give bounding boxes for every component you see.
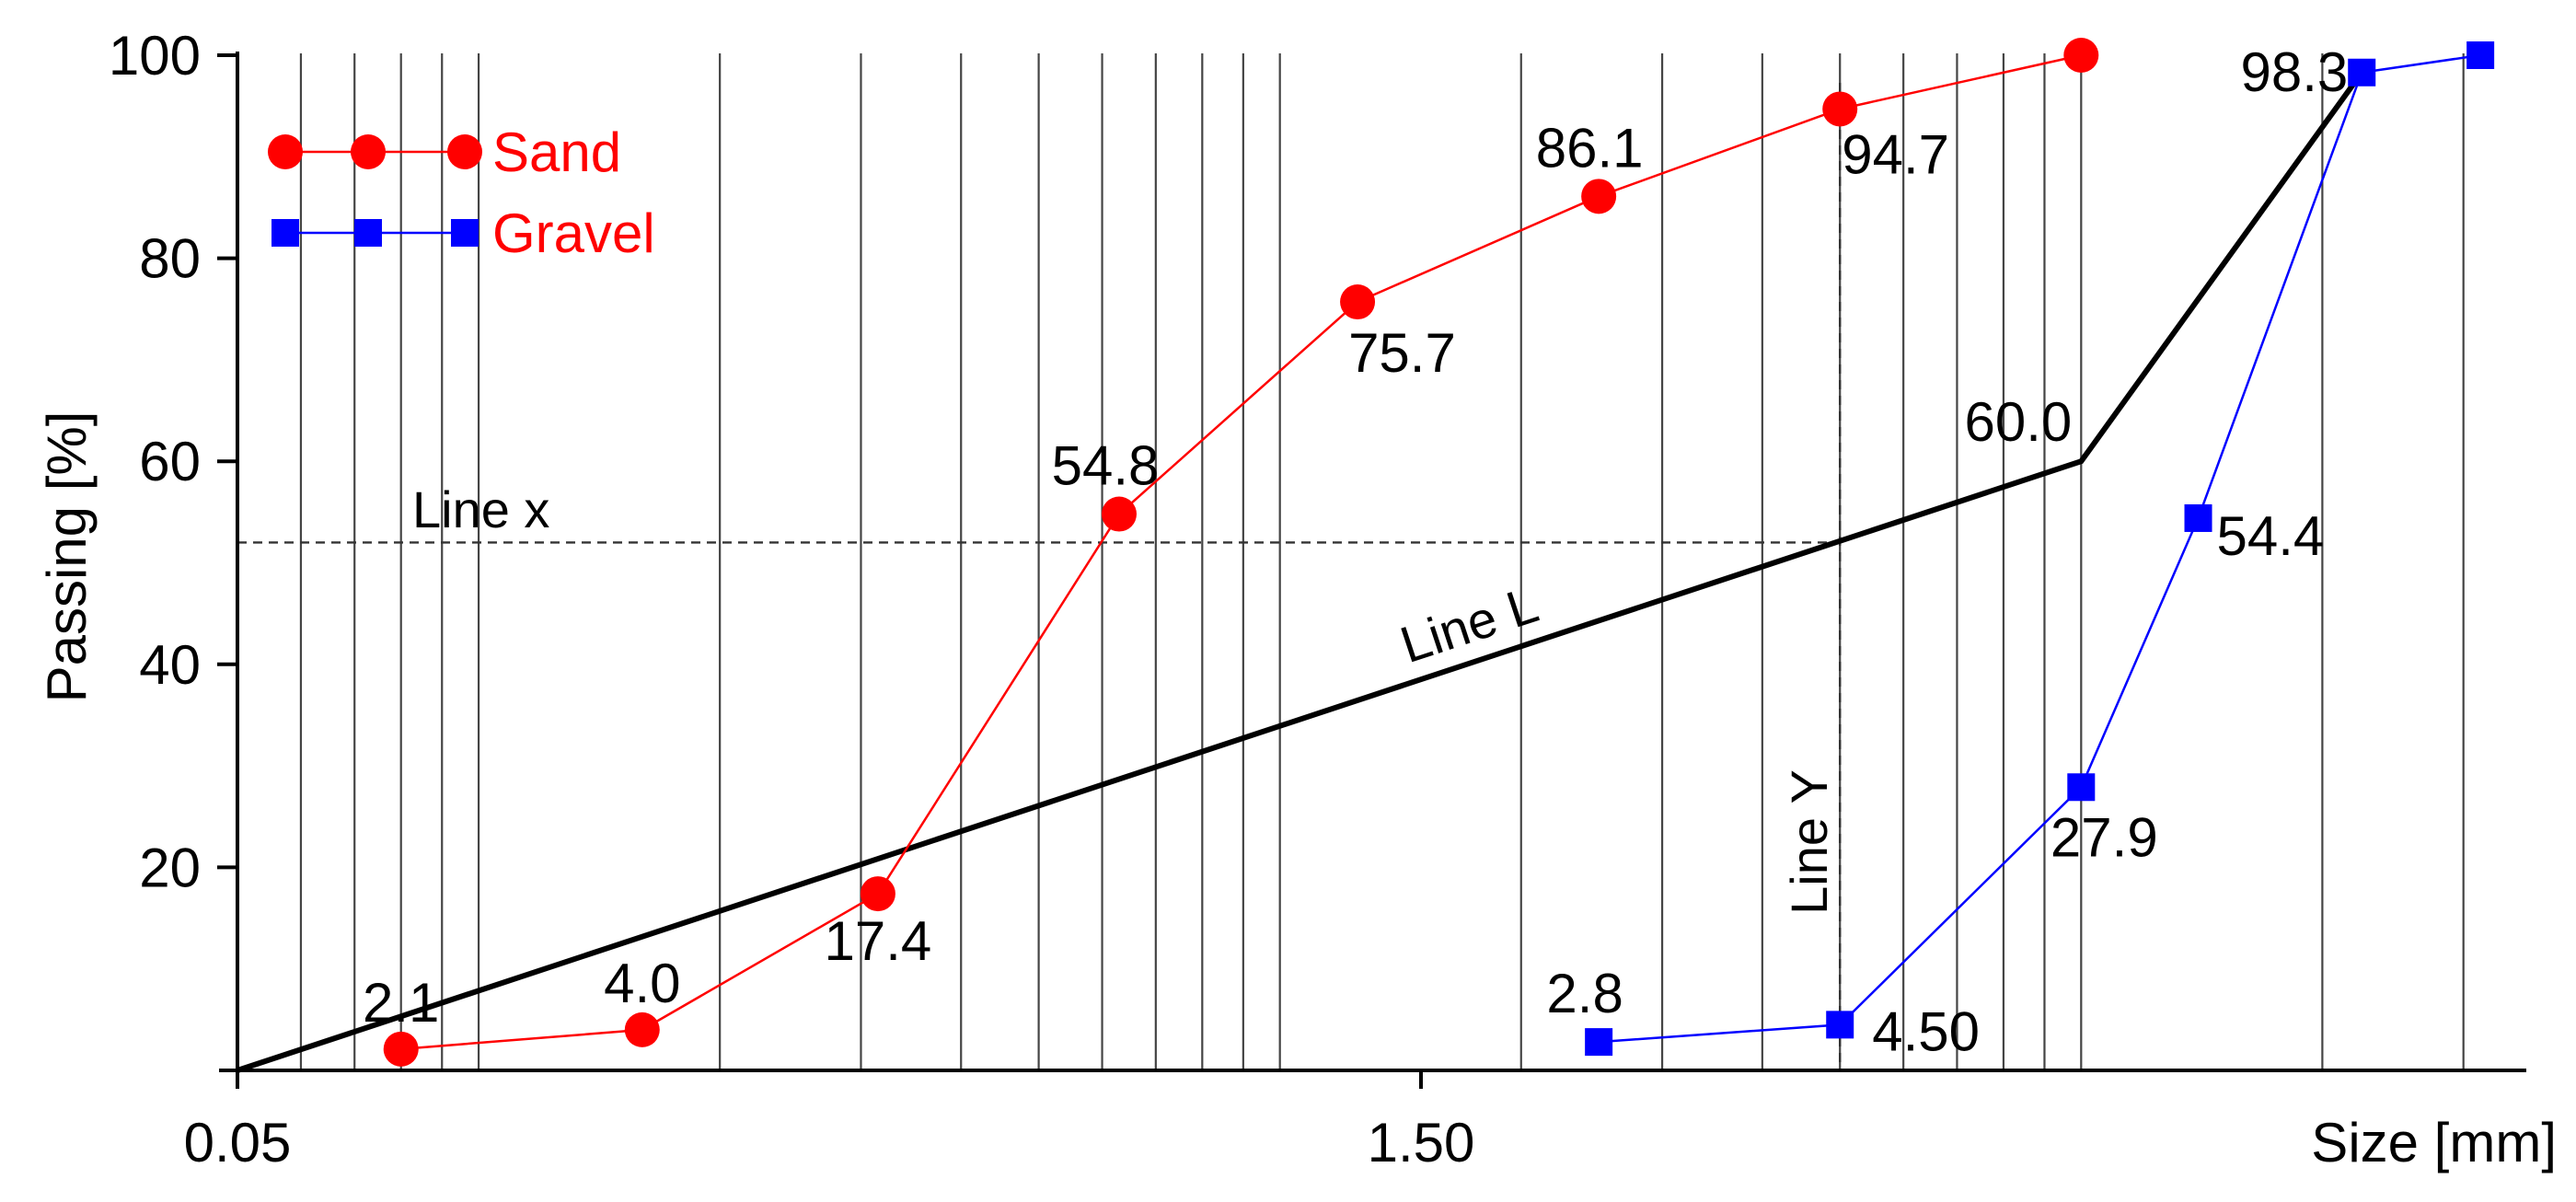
- reference-lines: Line x Line Y: [237, 83, 1842, 1070]
- legend-sand-label: Sand: [492, 121, 621, 183]
- sand-label-4: 75.7: [1348, 322, 1456, 384]
- line-l-name: Line L: [1393, 575, 1545, 675]
- legend-gravel-marker-1: [354, 219, 382, 247]
- gravel-label-4: 98.3: [2240, 41, 2348, 103]
- sand-label-6: 94.7: [1842, 123, 1949, 185]
- x-tick-label-0: 0.05: [184, 1112, 292, 1173]
- legend-gravel-marker-2: [451, 219, 479, 247]
- y-tick-label-80: 80: [139, 228, 201, 290]
- sand-label-3: 54.8: [1052, 435, 1160, 497]
- sand-label-2: 17.4: [825, 910, 932, 972]
- sand-point-6: [1822, 91, 1858, 127]
- sand-point-1: [624, 1011, 660, 1047]
- gravel-point-5: [2466, 41, 2495, 69]
- gravel-point-2: [2067, 773, 2096, 802]
- series-lines: [237, 53, 2481, 1073]
- x-axis-title: Size [mm]: [2311, 1112, 2557, 1173]
- y-tick-label-20: 20: [139, 837, 201, 898]
- series-markers: [383, 38, 2495, 1067]
- gravel-label-1: 4.50: [1872, 1000, 1980, 1062]
- line-y-label: Line Y: [1780, 769, 1838, 915]
- sand-label-0: 2.1: [363, 972, 439, 1034]
- vertical-grid: [299, 53, 2465, 1070]
- legend-gravel-marker-0: [271, 219, 299, 247]
- line-x-label: Line x: [412, 480, 549, 538]
- y-tick-label-60: 60: [139, 431, 201, 492]
- gravel-line: [1599, 53, 2481, 1044]
- line-l-label-1: 60.0: [1965, 391, 2073, 453]
- gravel-point-1: [1826, 1011, 1854, 1039]
- y-tick-label-40: 40: [139, 634, 201, 696]
- legend-sand-marker-2: [447, 134, 482, 169]
- sand-point-4: [1340, 284, 1376, 320]
- legend-sand-marker-1: [351, 134, 386, 169]
- legend-sand-marker-0: [268, 134, 303, 169]
- gravel-label-2: 27.9: [2050, 806, 2158, 868]
- sand-point-2: [860, 876, 895, 912]
- x-tick-label-1: 1.50: [1368, 1112, 1475, 1173]
- gravel-point-3: [2184, 503, 2212, 532]
- legend: Sand Gravel: [268, 121, 655, 264]
- y-axis-title: Passing [%]: [36, 411, 98, 703]
- line-l: [237, 70, 2364, 1073]
- gravel-label-3: 54.4: [2217, 505, 2325, 567]
- y-tick-label-100: 100: [109, 25, 201, 87]
- sand-label-1: 4.0: [604, 953, 680, 1014]
- gravel-point-0: [1585, 1028, 1613, 1057]
- x-axis-ticks: 0.05 1.50: [184, 1070, 1475, 1173]
- sand-line: [400, 53, 2082, 1051]
- sand-point-3: [1101, 496, 1137, 532]
- sand-point-5: [1581, 179, 1617, 214]
- axes: [219, 52, 2526, 1072]
- gravel-point-4: [2348, 58, 2376, 87]
- sand-point-0: [383, 1031, 419, 1067]
- sand-label-5: 86.1: [1536, 117, 1644, 179]
- legend-gravel-label: Gravel: [492, 202, 655, 264]
- data-labels: 2.1 4.0 17.4 54.8 75.7 86.1 94.7 2.8 4.50 27.9 54.…: [363, 41, 2348, 1063]
- gravel-label-0: 2.8: [1546, 963, 1623, 1024]
- sand-point-7: [2063, 38, 2099, 73]
- y-axis-ticks: 20 40 60 80 100: [109, 25, 237, 898]
